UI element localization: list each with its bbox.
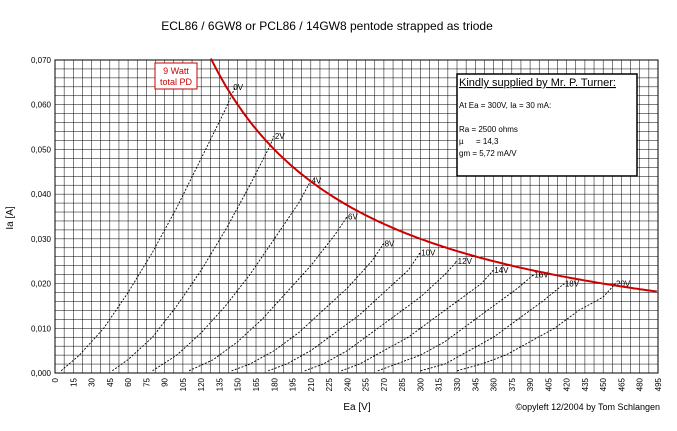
series-curve bbox=[420, 283, 565, 372]
x-tick-label: 405 bbox=[544, 377, 553, 391]
series-group: 0V -2V -4V -6V -8V -10V -12V -14V -16V -18V -20V bbox=[60, 83, 631, 372]
x-tick-label: 30 bbox=[88, 377, 97, 386]
chart-title: ECL86 / 6GW8 or PCL86 / 14GW8 pentode st… bbox=[161, 19, 493, 33]
x-tick-label: 495 bbox=[654, 377, 663, 391]
x-axis-label: Ea [V] bbox=[343, 402, 370, 413]
series-curve bbox=[456, 283, 616, 372]
series-label: -8V bbox=[382, 239, 395, 248]
x-tick-label: 90 bbox=[161, 377, 170, 386]
x-tick-label: 285 bbox=[398, 377, 407, 391]
info-line1: At Ea = 300V, Ia = 30 mA: bbox=[459, 101, 551, 110]
y-tick-label: 0,050 bbox=[31, 145, 52, 154]
series-curve bbox=[112, 135, 275, 372]
series-curve bbox=[152, 180, 312, 372]
x-tick-label: 45 bbox=[106, 377, 115, 386]
series-label: -10V bbox=[418, 248, 436, 257]
x-tick-label: 375 bbox=[508, 377, 517, 391]
series-label: 0V bbox=[233, 83, 243, 92]
x-tick-label: 135 bbox=[215, 377, 224, 391]
pd-label: 9 Watt total PD bbox=[154, 62, 198, 90]
plot-frame bbox=[54, 59, 659, 374]
x-tick-labels: 0 15 30 45 60 75 90 105 120 135 150 165 180 195 210 225… bbox=[51, 377, 663, 391]
series-label: -2V bbox=[272, 132, 285, 141]
x-tick-label: 75 bbox=[142, 377, 151, 386]
series-label: -4V bbox=[309, 177, 322, 186]
info-line4: gm = 5,72 mA/V bbox=[459, 149, 517, 158]
series-label: -18V bbox=[562, 280, 580, 289]
x-tick-label: 180 bbox=[270, 377, 279, 391]
series-curve bbox=[377, 274, 534, 372]
x-tick-label: 210 bbox=[307, 377, 316, 391]
pd-label-line1: 9 Watt bbox=[163, 66, 189, 76]
pd-label-line2: total PD bbox=[160, 77, 193, 87]
info-heading: Kindly supplied by Mr. P. Turner: bbox=[459, 77, 616, 89]
y-axis-label: Ia [A] bbox=[5, 206, 16, 230]
pd-curve bbox=[210, 58, 657, 293]
x-tick-label: 435 bbox=[581, 377, 590, 391]
x-tick-label: 330 bbox=[453, 377, 462, 391]
x-tick-label: 390 bbox=[526, 377, 535, 391]
series-curve bbox=[268, 252, 421, 372]
x-tick-label: 465 bbox=[617, 377, 626, 391]
y-tick-labels: 0,000 0,010 0,020 0,030 0,040 0,050 0,060 0,070 bbox=[31, 56, 52, 378]
credit: ©opyleft 12/2004 by Tom Schlangen bbox=[515, 402, 660, 412]
x-tick-label: 165 bbox=[252, 377, 261, 391]
series-curve bbox=[341, 269, 494, 372]
y-tick-label: 0,060 bbox=[31, 101, 52, 110]
series-label: -16V bbox=[532, 271, 550, 280]
x-tick-label: 255 bbox=[362, 377, 371, 391]
series-curve bbox=[60, 86, 236, 372]
series-curve bbox=[304, 260, 458, 372]
y-tick-label: 0,000 bbox=[31, 369, 52, 378]
series-curve bbox=[231, 243, 385, 372]
info-line3-label: µ bbox=[459, 137, 464, 146]
x-tick-label: 60 bbox=[124, 377, 133, 386]
x-tick-label: 0 bbox=[51, 377, 60, 382]
x-tick-label: 240 bbox=[343, 377, 352, 391]
x-tick-label: 315 bbox=[435, 377, 444, 391]
info-line3-value: = 14,3 bbox=[476, 137, 499, 146]
x-tick-label: 120 bbox=[197, 377, 206, 391]
x-tick-label: 270 bbox=[380, 377, 389, 391]
y-tick-label: 0,010 bbox=[31, 324, 52, 333]
x-tick-label: 420 bbox=[563, 377, 572, 391]
series-label: -6V bbox=[345, 213, 358, 222]
x-tick-label: 15 bbox=[69, 377, 78, 386]
y-tick-label: 0,020 bbox=[31, 280, 52, 289]
x-tick-label: 105 bbox=[179, 377, 188, 391]
x-tick-label: 195 bbox=[289, 377, 298, 391]
x-tick-label: 225 bbox=[325, 377, 334, 391]
x-tick-label: 480 bbox=[636, 377, 645, 391]
y-tick-label: 0,070 bbox=[31, 56, 52, 65]
series-curve bbox=[188, 216, 348, 372]
x-tick-label: 150 bbox=[234, 377, 243, 391]
x-tick-label: 360 bbox=[490, 377, 499, 391]
y-tick-label: 0,030 bbox=[31, 235, 52, 244]
x-tick-label: 345 bbox=[471, 377, 480, 391]
x-tick-label: 300 bbox=[416, 377, 425, 391]
x-tick-label: 450 bbox=[599, 377, 608, 391]
y-tick-label: 0,040 bbox=[31, 190, 52, 199]
series-label: -12V bbox=[455, 257, 473, 266]
series-label: -14V bbox=[492, 266, 510, 275]
info-box: Kindly supplied by Mr. P. Turner: At Ea … bbox=[456, 73, 638, 177]
info-line2: Ra = 2500 ohms bbox=[459, 125, 518, 134]
series-label: -20V bbox=[613, 280, 631, 289]
